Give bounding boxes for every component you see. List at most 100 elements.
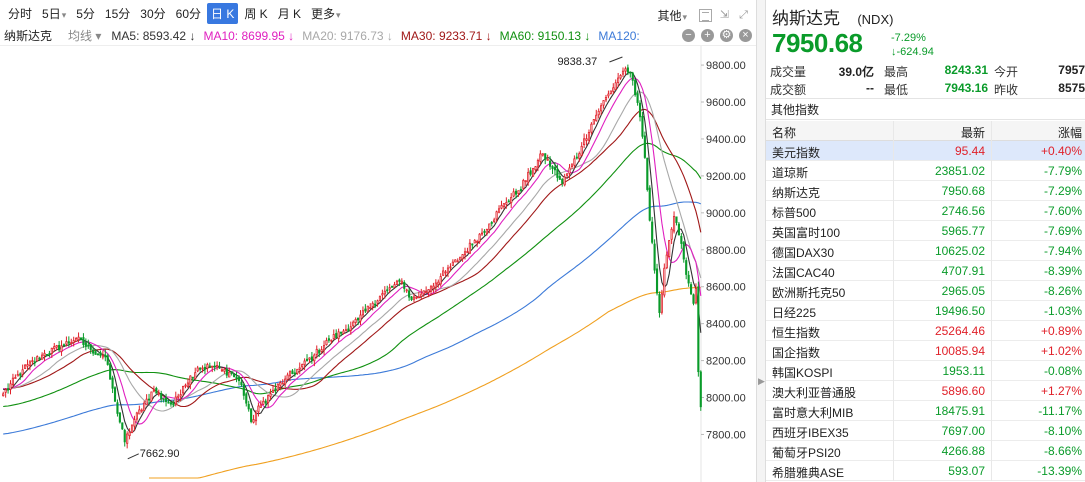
chart-controls: − + ⚙ × <box>676 29 752 42</box>
other-menu[interactable]: 其他▾ <box>657 9 687 23</box>
table-row[interactable]: 西班牙IBEX35 7697.00 -8.10% <box>766 421 1085 441</box>
index-change: -7.79% <box>1043 164 1082 178</box>
candle <box>143 400 146 411</box>
low-marker-arrow <box>127 453 139 460</box>
candle <box>138 405 141 415</box>
candle <box>680 233 683 249</box>
column-header[interactable]: 名称 <box>772 126 797 140</box>
candle <box>463 247 467 260</box>
candle <box>670 227 673 245</box>
candle <box>21 364 24 378</box>
candle <box>473 239 476 244</box>
table-row[interactable]: 法国CAC40 4707.91 -8.39% <box>766 261 1085 281</box>
table-row[interactable]: 澳大利亚普通股 5896.60 +1.27% <box>766 381 1085 401</box>
period-tab[interactable]: 5日▾ <box>42 6 67 21</box>
column-header[interactable]: 最新 <box>960 126 985 140</box>
table-row[interactable]: 欧洲斯托克50 2965.05 -8.26% <box>766 281 1085 301</box>
layout-icon[interactable] <box>699 9 712 22</box>
collapse-arrow-icon[interactable]: ▶ <box>758 376 765 386</box>
candle <box>534 166 537 173</box>
close-icon[interactable]: × <box>739 29 752 42</box>
candle <box>660 289 663 315</box>
fullscreen-icon[interactable]: ⤢ <box>739 9 748 21</box>
index-change: -8.39% <box>1043 264 1082 278</box>
period-tab[interactable]: 更多▾ <box>311 6 341 21</box>
candle <box>612 83 615 95</box>
period-tab[interactable]: 月 K <box>277 6 302 21</box>
zoom-in-icon[interactable]: + <box>701 29 714 42</box>
candle <box>354 317 357 325</box>
candle <box>24 364 27 370</box>
table-row[interactable]: 美元指数 95.44 +0.40% <box>766 141 1085 161</box>
ma-selector[interactable]: 均线 ▾ <box>68 29 102 43</box>
candle <box>233 373 236 378</box>
table-row[interactable]: 标普500 2746.56 -7.60% <box>766 201 1085 221</box>
candle <box>104 349 107 362</box>
candle <box>682 241 685 263</box>
period-tab[interactable]: 5分 <box>76 6 95 21</box>
candle <box>276 383 279 392</box>
table-row[interactable]: 葡萄牙PSI20 4266.88 -8.66% <box>766 441 1085 461</box>
index-change: -7.69% <box>1043 224 1082 238</box>
candle <box>352 320 355 328</box>
zoom-out-icon[interactable]: − <box>682 29 695 42</box>
candle <box>101 350 104 360</box>
other-indices-title: 其他指数 <box>766 98 1085 120</box>
table-row[interactable]: 希腊雅典ASE 593.07 -13.39% <box>766 461 1085 481</box>
period-tab[interactable]: 30分 <box>140 6 166 21</box>
low-label: 7662.90 <box>140 448 180 460</box>
candle <box>604 94 608 103</box>
candle <box>274 383 277 394</box>
candle <box>568 164 571 179</box>
candle <box>369 303 372 310</box>
candle <box>36 355 39 362</box>
period-tab[interactable]: 分时 <box>8 6 33 21</box>
ma20-line <box>3 91 702 412</box>
candle <box>500 200 503 210</box>
table-row[interactable]: 道琼斯 23851.02 -7.79% <box>766 161 1085 181</box>
candle <box>502 203 505 210</box>
stat-label: 成交额 <box>770 83 807 97</box>
kline-chart[interactable]: 9800.00 9600.00 9400.00 9200.00 9000.00 8800.… <box>0 46 756 482</box>
candle <box>378 295 382 302</box>
candle <box>58 341 61 353</box>
table-row[interactable]: 国企指数 10085.94 +1.02% <box>766 341 1085 361</box>
candle <box>699 370 702 411</box>
ma5-line <box>3 71 702 433</box>
candle <box>293 368 296 377</box>
candle <box>570 163 574 170</box>
candle <box>658 291 661 318</box>
period-tab[interactable]: 周 K <box>244 6 268 21</box>
index-change: +0.89% <box>1040 324 1082 338</box>
index-change: -0.08% <box>1043 364 1082 378</box>
table-row[interactable]: 英国富时100 5965.77 -7.69% <box>766 221 1085 241</box>
panel-splitter[interactable]: ▶ <box>756 0 766 482</box>
column-header[interactable]: 涨幅 <box>1057 126 1082 140</box>
restore-icon[interactable]: ⇲ <box>719 9 730 21</box>
table-row[interactable]: 富时意大利MIB 18475.91 -11.17% <box>766 401 1085 421</box>
candle <box>398 278 401 287</box>
period-toolbar: 分时 5日▾ 5分 15分 30分 60分日 K 周 K 月 K 更多▾ 其他▾ ⇲ ⤢ <box>0 0 756 26</box>
candle <box>208 362 211 369</box>
candle <box>315 345 318 359</box>
table-row[interactable]: 德国DAX30 10625.02 -7.94% <box>766 241 1085 261</box>
table-row[interactable]: 韩国KOSPI 1953.11 -0.08% <box>766 361 1085 381</box>
period-tab[interactable]: 15分 <box>104 6 131 21</box>
high-label: 9838.37 <box>557 56 597 68</box>
candle <box>65 336 68 347</box>
candle <box>318 348 321 358</box>
index-change: -11.17% <box>1038 404 1082 418</box>
table-row[interactable]: 日经225 19496.50 -1.03% <box>766 301 1085 321</box>
candle <box>301 363 304 371</box>
table-row[interactable]: 恒生指数 25264.46 +0.89% <box>766 321 1085 341</box>
candle <box>305 354 309 362</box>
change-amount: ↓-624.94 <box>891 46 934 58</box>
period-tab[interactable]: 日 K <box>207 2 239 24</box>
candle <box>349 321 352 335</box>
ma60-line <box>3 142 702 408</box>
stat-row: 成交量 39.0亿 最高 8243.31 今开 7957 <box>766 61 1085 79</box>
period-tab[interactable]: 60分 <box>175 6 201 21</box>
candle <box>687 270 690 287</box>
table-row[interactable]: 纳斯达克 7950.68 -7.29% <box>766 181 1085 201</box>
settings-icon[interactable]: ⚙ <box>720 29 733 42</box>
